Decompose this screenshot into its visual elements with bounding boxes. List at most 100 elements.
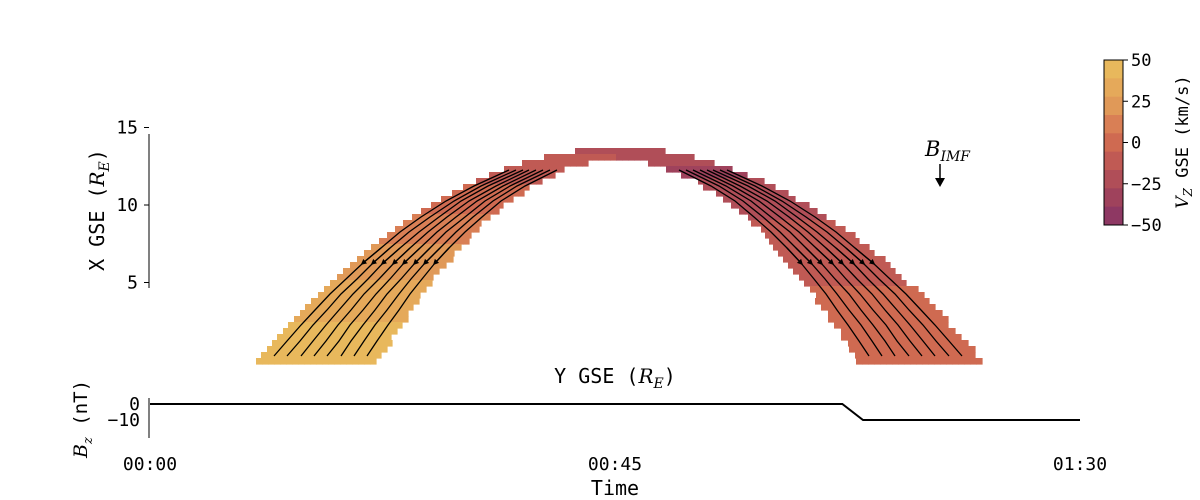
heatmap-cell [262,358,269,365]
heatmap-cell [330,322,337,329]
heatmap-cell [819,232,826,239]
heatmap-cell [879,256,886,263]
heatmap-cell [882,286,889,293]
bz-y-tick-label: −10 [107,410,140,431]
heatmap-cell [887,304,894,311]
heatmap-cell [552,160,559,167]
heatmap-cell [288,322,295,329]
heatmap-cells [256,148,983,365]
heatmap-cell [749,202,756,209]
heatmap-cell [868,358,875,365]
imf-annotation: BIMF [924,137,971,187]
heatmap-cell [876,310,883,317]
heatmap-cell [300,322,307,329]
heatmap-cell [858,286,865,293]
heatmap-cell [291,352,298,359]
heatmap-cell [421,268,428,275]
heatmap-cell [402,316,409,323]
heatmap-cell [484,214,491,221]
heatmap-cell [475,208,482,215]
heatmap-cell [824,262,831,269]
heatmap-cell [343,334,350,341]
heatmap-cell [829,220,836,227]
heatmap-cell [867,346,874,353]
heatmap-cell [654,160,661,167]
streamline-arrow-icon [391,247,411,266]
y-tick-label: 15 [116,118,138,139]
heatmap-cell [481,208,488,215]
heatmap-cell [328,358,335,365]
heatmap-cell [534,160,541,167]
heatmap-cell [405,232,412,239]
heatmap-cell [380,340,387,347]
heatmap-cell [841,334,848,341]
heatmap-cell [429,256,436,263]
heatmap-cell [449,244,456,251]
heatmap-cell [914,340,921,347]
heatmap-cell [769,238,776,245]
heatmap-cell [374,262,381,269]
heatmap-cell [865,328,872,335]
heatmap-cell [256,358,263,365]
heatmap-cell [876,286,883,293]
heatmap-cell [337,274,344,281]
heatmap-cell [378,286,385,293]
heatmap-cell [911,304,918,311]
heatmap-cell [310,358,317,365]
heatmap-cell [396,316,403,323]
heatmap-cell [943,328,950,335]
heatmap-cell [297,352,304,359]
heatmap-cell [336,322,343,329]
heatmap-cell [599,148,606,155]
colorbar-tick-label: 0 [1131,134,1141,154]
heatmap-cell [803,226,810,233]
heatmap-cell [369,346,376,353]
heatmap-cell [852,310,859,317]
heatmap-cell [342,322,349,329]
heatmap-cell [372,310,379,317]
heatmap-cell [317,298,324,305]
heatmap-cell [396,280,403,287]
heatmap-cell [845,298,852,305]
heatmap-cell [323,298,330,305]
heatmap-cell [835,274,842,281]
colorbar-band [1104,96,1123,116]
heatmap-cell [384,316,391,323]
heatmap-cell [536,178,543,185]
heatmap-cell [550,154,557,161]
heatmap-cell [769,184,776,191]
heatmap-cell [379,274,386,281]
heatmap-cell [927,352,934,359]
heatmap-cell [415,220,422,227]
heatmap-cell [283,328,290,335]
heatmap-cell [865,268,872,275]
y-axis-ticks: 5 10 15 [116,118,149,294]
heatmap-cell [361,274,368,281]
heatmap-cell [418,250,425,257]
heatmap-cell [932,340,939,347]
heatmap-cell [823,220,830,227]
heatmap-cell [326,340,333,347]
heatmap-cell [705,172,712,179]
heatmap-cell [453,232,460,239]
heatmap-cell [834,322,841,329]
heatmap-cell [404,262,411,269]
heatmap-cell [403,268,410,275]
heatmap-cell [846,310,853,317]
heatmap-cell [268,358,275,365]
heatmap-cell [963,346,970,353]
heatmap-cell [901,334,908,341]
heatmap-cell [517,184,524,191]
heatmap-cell [336,316,343,323]
heatmap-cell [371,298,378,305]
heatmap-cell [390,316,397,323]
heatmap-cell [389,304,396,311]
heatmap-cell [424,214,431,221]
heatmap-cell [906,310,913,317]
heatmap-cell [427,274,434,281]
heatmap-cell [905,304,912,311]
heatmap-cell [574,154,581,161]
heatmap-cell [840,286,847,293]
heatmap-cell [816,292,823,299]
heatmap-cell [969,352,976,359]
